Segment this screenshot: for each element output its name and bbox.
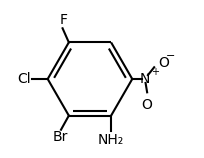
Text: +: + — [150, 67, 158, 77]
Text: F: F — [59, 13, 67, 27]
Text: Cl: Cl — [17, 72, 30, 86]
Text: −: − — [165, 51, 175, 61]
Text: Br: Br — [52, 131, 68, 145]
Text: N: N — [139, 72, 149, 86]
Text: O: O — [141, 98, 152, 112]
Text: O: O — [157, 56, 168, 70]
Text: NH₂: NH₂ — [98, 133, 124, 147]
